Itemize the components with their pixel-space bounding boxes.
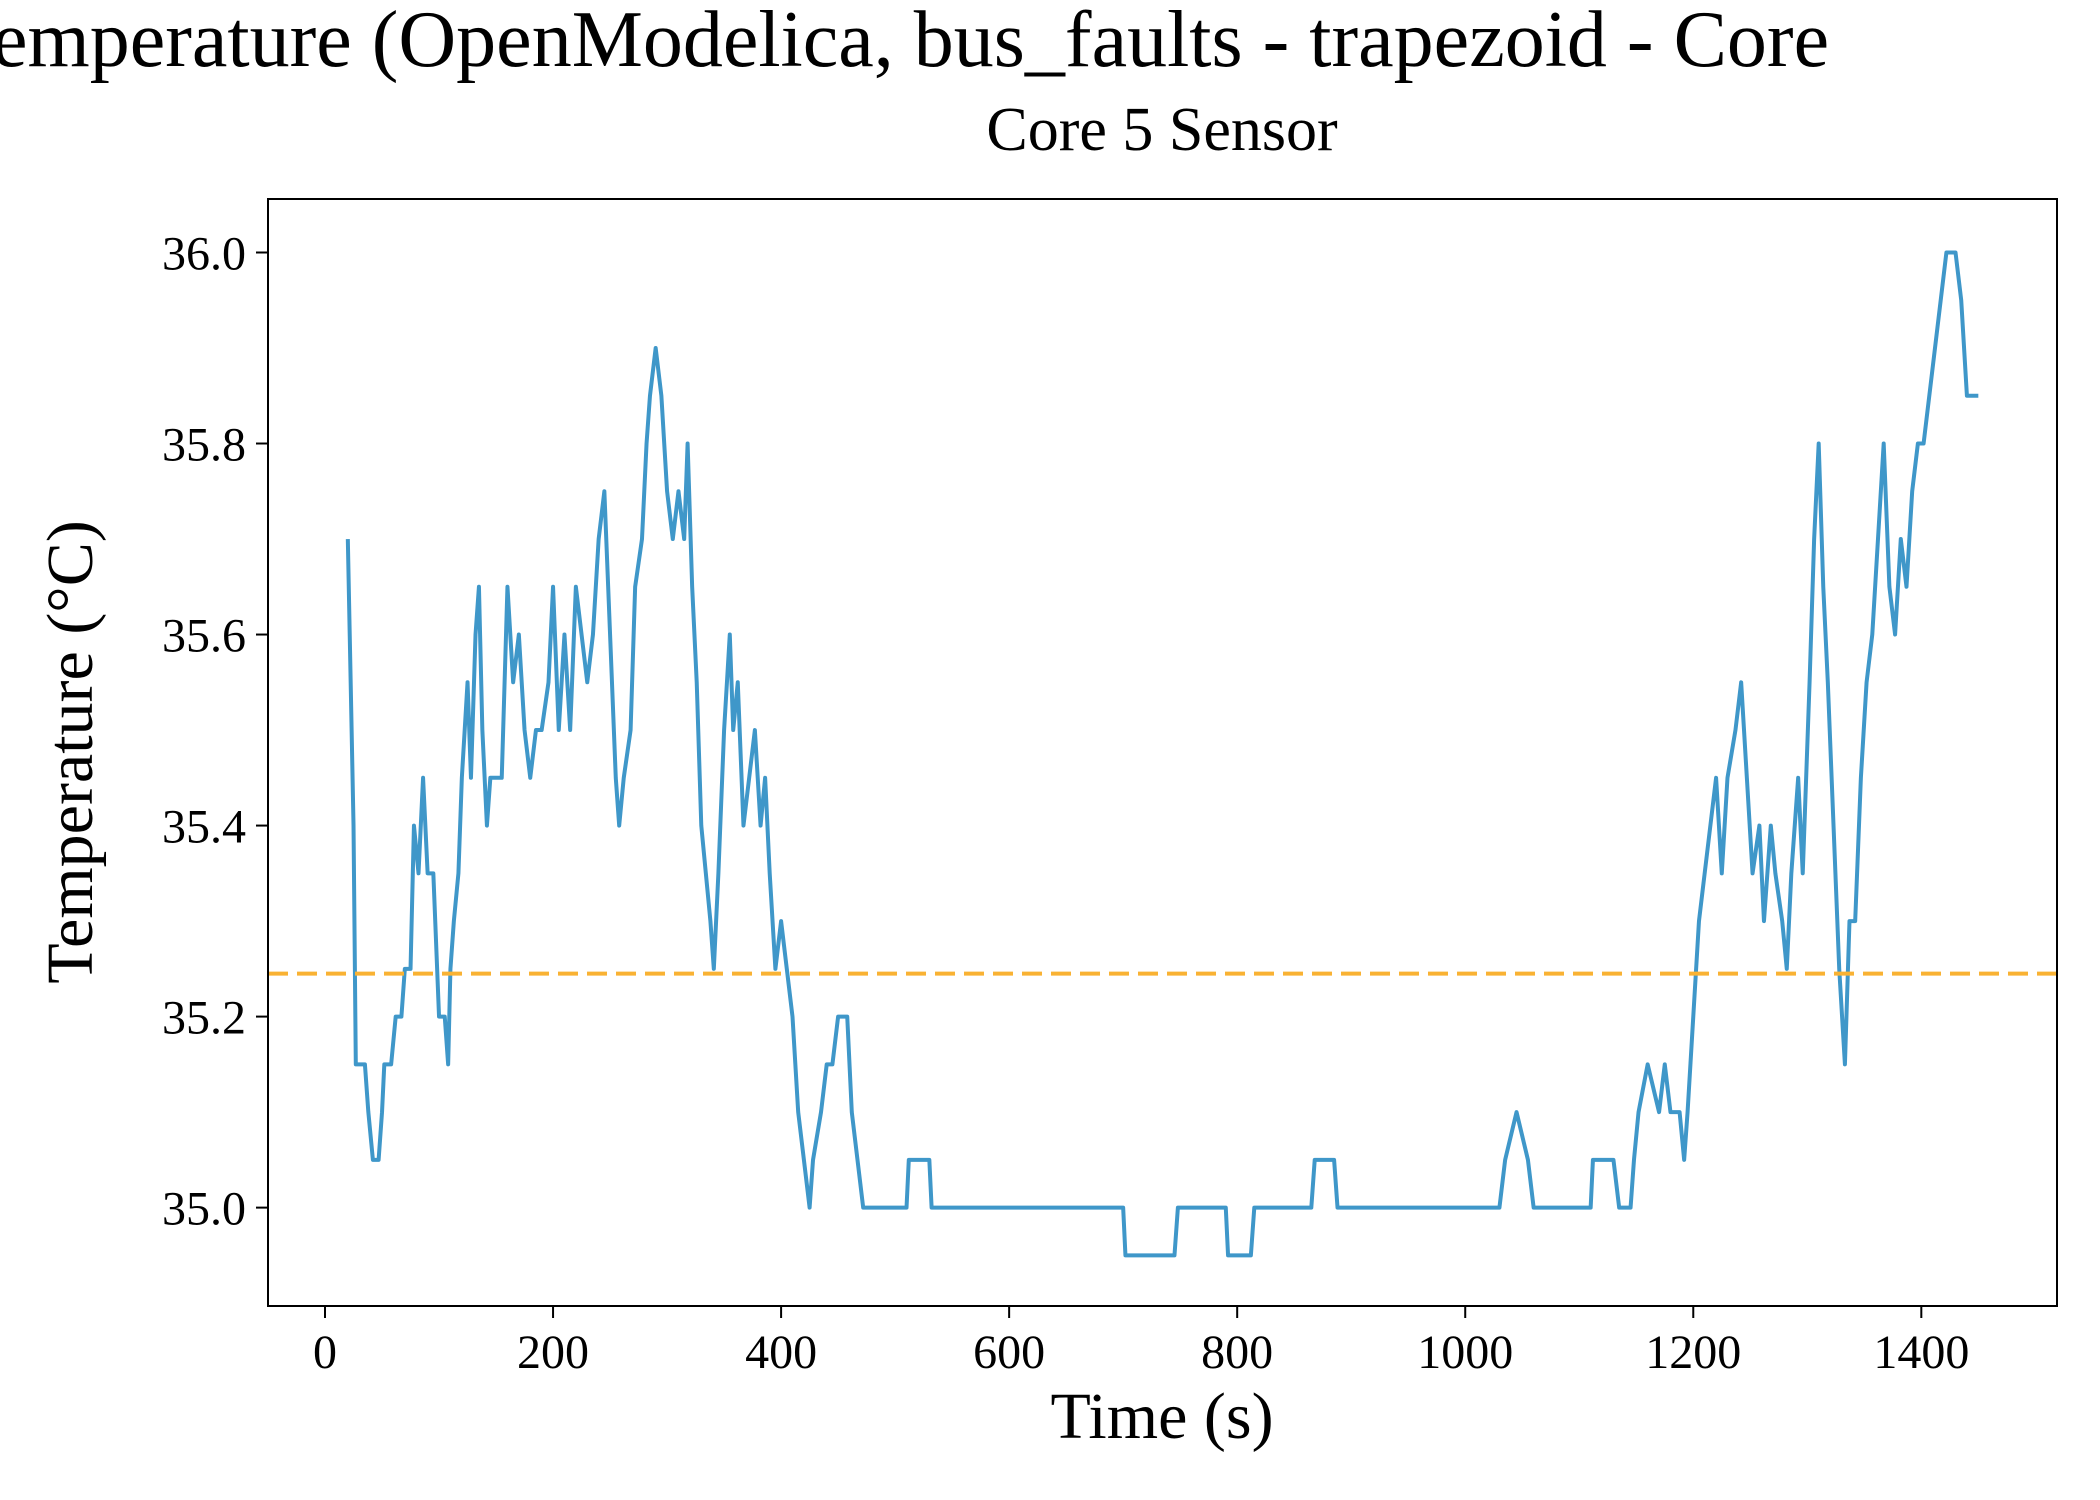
data-line [345,250,1979,1258]
y-tick-label: 35.0 [162,1183,246,1236]
x-tick-label: 1000 [1417,1326,1513,1379]
plot-frame [267,198,2058,1307]
chart-title: emperature (OpenModelica, bus_faults - t… [0,0,1829,84]
x-tick-label: 0 [313,1326,337,1379]
chart-subtitle: Core 5 Sensor [986,96,1338,164]
x-tick-label: 200 [517,1326,589,1379]
y-axis-label: Temperature (°C) [34,520,107,983]
x-axis-label: Time (s) [1050,1380,1273,1453]
y-tick-label: 36.0 [162,227,246,280]
y-tick-label: 35.8 [162,419,246,472]
y-tick-label: 35.6 [162,610,246,663]
x-tick-label: 800 [1201,1326,1273,1379]
x-tick-label: 1400 [1873,1326,1969,1379]
x-tick-label: 400 [745,1326,817,1379]
y-tick-label: 35.2 [162,992,246,1045]
x-tick-label: 600 [973,1326,1045,1379]
y-tick-label: 35.4 [162,801,246,854]
x-tick-label: 1200 [1645,1326,1741,1379]
